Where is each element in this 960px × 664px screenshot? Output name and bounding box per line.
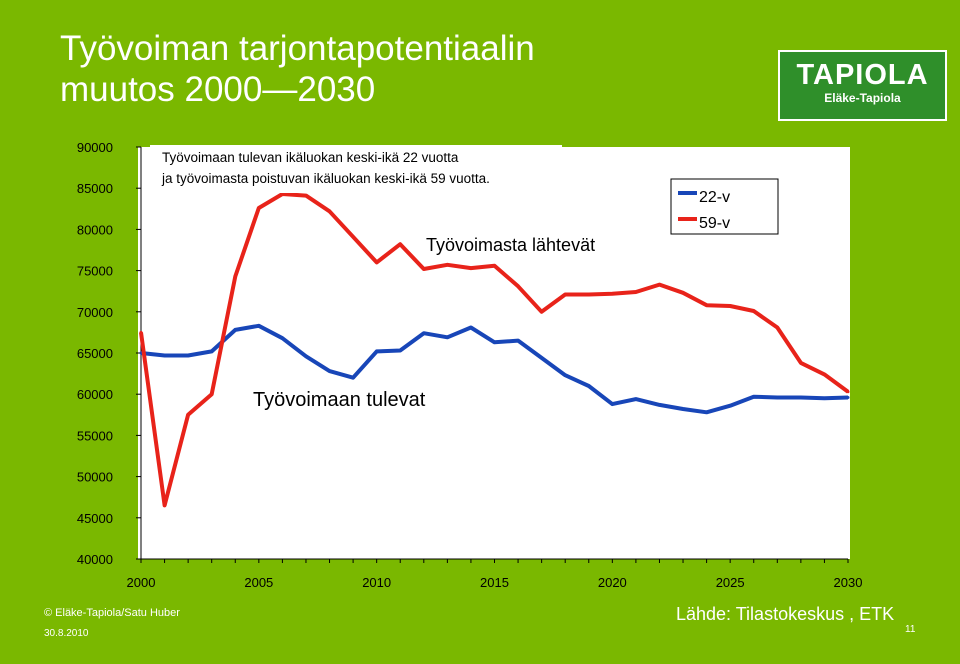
y-tick-label: 40000 — [77, 552, 113, 567]
data-point-22-v — [328, 369, 332, 373]
data-point-22-v — [493, 340, 496, 344]
data-point-59-v — [422, 267, 426, 271]
caption-box — [150, 145, 562, 193]
data-point-59-v — [822, 372, 826, 376]
data-point-59-v — [304, 194, 308, 198]
footer-copyright: © Eläke-Tapiola/Satu Huber — [44, 607, 180, 619]
legend: 22-v 59-v — [670, 178, 779, 235]
y-tick-label: 50000 — [77, 470, 113, 485]
data-point-59-v — [728, 304, 732, 308]
y-tick-label: 45000 — [77, 511, 113, 526]
data-point-22-v — [422, 331, 426, 335]
slide-title-line2: muutos 2000—2030 — [60, 70, 376, 109]
x-tick-label: 2010 — [362, 575, 391, 590]
tapiola-logo: TAPIOLA Eläke-Tapiola — [778, 50, 947, 121]
logo-wordmark: TAPIOLA — [796, 59, 929, 91]
data-point-22-v — [257, 324, 261, 328]
data-point-22-v — [375, 349, 379, 353]
data-point-59-v — [657, 283, 661, 287]
chart-caption-line1: Työvoimaan tulevan ikäluokan keski-ikä 2… — [162, 150, 459, 165]
data-point-59-v — [186, 413, 190, 417]
annotation-red-series: Työvoimasta lähtevät — [426, 235, 595, 255]
slide-title: Työvoiman tarjontapotentiaalin muutos 20… — [60, 28, 700, 110]
data-point-59-v — [469, 266, 473, 270]
data-point-22-v — [634, 397, 638, 401]
chart-caption-line2: ja työvoimasta poistuvan ikäluokan keski… — [161, 171, 490, 186]
data-point-22-v — [163, 353, 167, 357]
data-point-22-v — [186, 353, 190, 357]
data-point-59-v — [540, 310, 544, 314]
data-point-22-v — [398, 349, 402, 353]
annotation-blue-series: Työvoimaan tulevat — [253, 389, 426, 411]
x-tick-label: 2020 — [598, 575, 627, 590]
data-point-59-v — [210, 392, 214, 396]
data-point-22-v — [752, 395, 756, 399]
y-tick-label: 70000 — [77, 305, 113, 320]
data-point-59-v — [752, 309, 756, 313]
data-point-22-v — [516, 339, 520, 343]
data-point-59-v — [233, 274, 237, 278]
data-point-59-v — [846, 390, 850, 394]
y-tick-label: 60000 — [77, 387, 113, 402]
source-citation: Lähde: Tilastokeskus , ETK — [676, 604, 895, 624]
data-point-22-v — [540, 356, 544, 360]
data-point-22-v — [445, 335, 449, 339]
data-point-22-v — [351, 376, 355, 380]
data-point-22-v — [775, 395, 779, 399]
data-point-59-v — [163, 503, 167, 507]
y-tick-label: 90000 — [77, 140, 113, 155]
data-point-22-v — [728, 404, 732, 408]
data-point-59-v — [445, 263, 449, 267]
data-point-59-v — [493, 264, 496, 268]
data-point-59-v — [139, 330, 143, 334]
data-point-59-v — [610, 292, 614, 296]
data-point-59-v — [705, 303, 709, 307]
footer-date: 30.8.2010 — [44, 628, 89, 639]
data-point-59-v — [563, 292, 567, 296]
legend-box — [670, 178, 779, 235]
data-point-22-v — [563, 373, 567, 377]
data-point-59-v — [587, 292, 591, 296]
data-point-22-v — [233, 328, 237, 332]
data-point-22-v — [681, 407, 685, 411]
x-tick-label: 2000 — [127, 575, 156, 590]
data-point-22-v — [469, 325, 473, 329]
data-point-59-v — [375, 260, 379, 264]
data-point-22-v — [846, 395, 850, 399]
line-chart: 40000 45000 50000 55000 60000 65000 70000 75000… — [77, 140, 863, 590]
x-tick-label: 2025 — [716, 575, 745, 590]
data-point-59-v — [280, 192, 284, 196]
y-tick-label: 75000 — [77, 264, 113, 279]
data-point-22-v — [210, 349, 214, 353]
data-point-59-v — [634, 290, 638, 294]
data-point-22-v — [822, 396, 826, 400]
data-point-22-v — [304, 354, 308, 358]
data-point-22-v — [280, 336, 284, 340]
data-point-22-v — [610, 402, 614, 406]
y-tick-label: 55000 — [77, 428, 113, 443]
y-tick-label: 80000 — [77, 222, 113, 237]
data-point-59-v — [328, 209, 332, 213]
data-point-22-v — [587, 384, 591, 388]
data-point-59-v — [681, 291, 685, 295]
data-point-22-v — [799, 395, 803, 399]
legend-label-22v: 22-v — [699, 189, 730, 206]
x-tick-label: 2015 — [480, 575, 509, 590]
y-tick-label: 85000 — [77, 181, 113, 196]
x-tick-label: 2030 — [834, 575, 863, 590]
data-point-59-v — [351, 235, 355, 239]
x-tick-label: 2005 — [244, 575, 273, 590]
data-point-59-v — [516, 284, 520, 288]
page-number: 11 — [905, 624, 916, 635]
y-tick-label: 65000 — [77, 346, 113, 361]
data-point-59-v — [799, 361, 803, 365]
data-point-59-v — [257, 206, 261, 210]
legend-label-59v: 59-v — [699, 215, 730, 232]
slide-title-line1: Työvoiman tarjontapotentiaalin — [60, 29, 535, 68]
data-point-22-v — [657, 403, 661, 407]
data-point-59-v — [398, 242, 402, 246]
data-point-59-v — [775, 325, 779, 329]
data-point-22-v — [705, 410, 709, 414]
logo-subtext: Eläke-Tapiola — [824, 91, 901, 105]
